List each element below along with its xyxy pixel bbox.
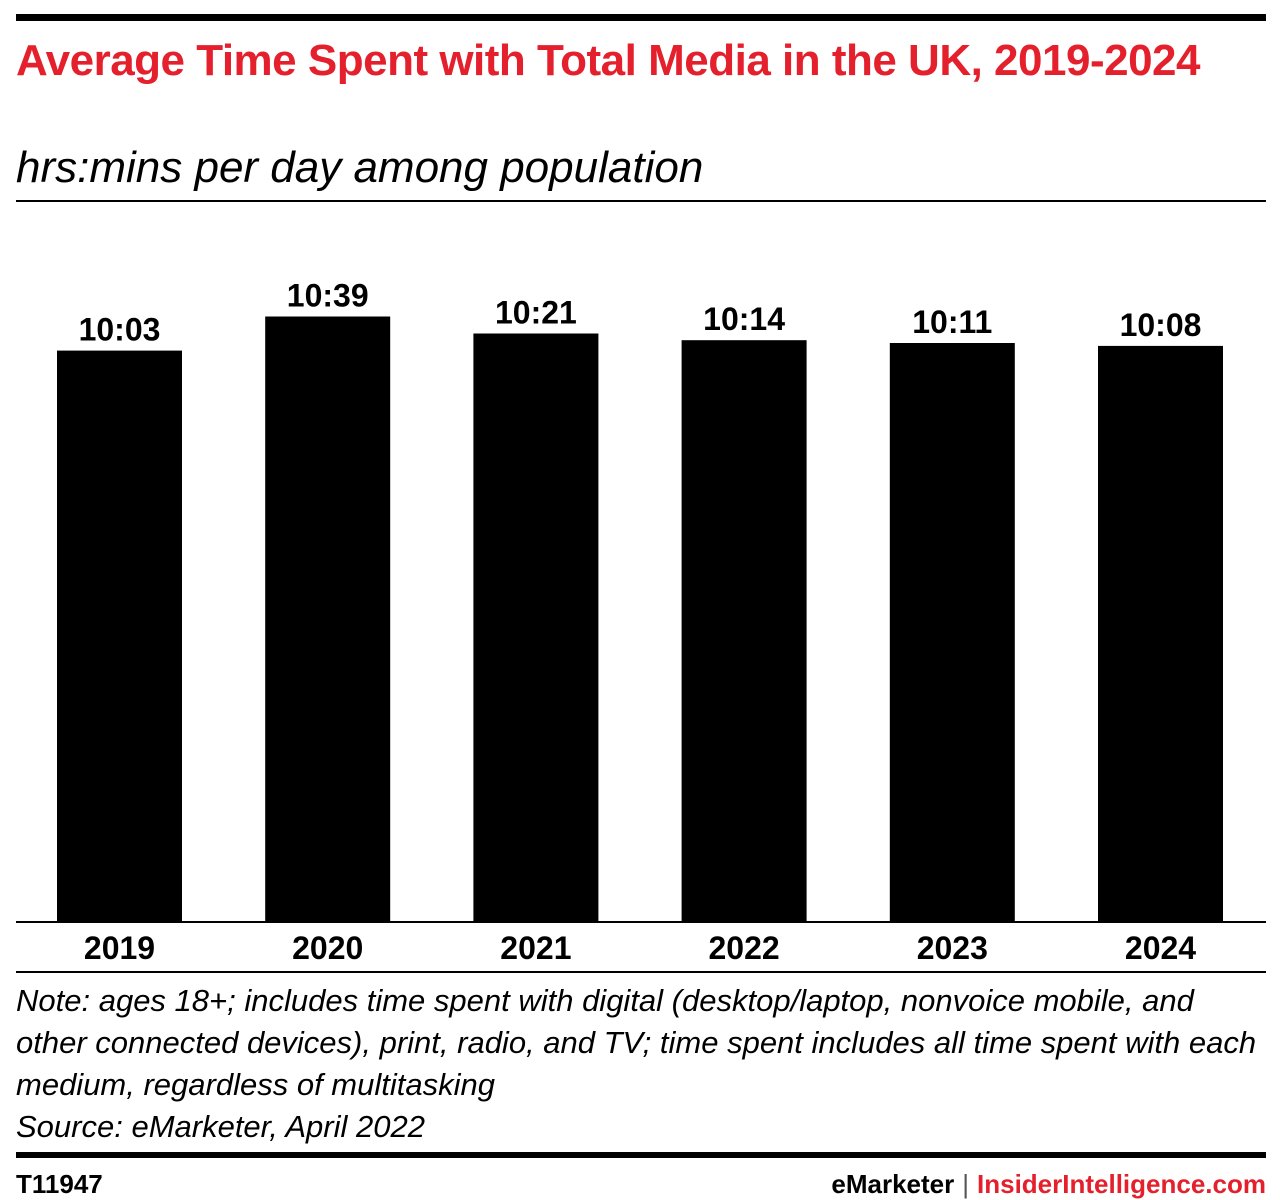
bar-chart: 10:03 2019 10:39 2020 10:21 2021 10:14 2022 10:1… [16, 278, 1266, 973]
x-tick-label-2021: 2021 [500, 930, 571, 966]
data-label-2020: 10:39 [287, 278, 369, 314]
data-label-2021: 10:21 [495, 295, 577, 331]
x-tick-label-2024: 2024 [1125, 930, 1196, 966]
header-divider [16, 200, 1266, 202]
brand-insider-intelligence-link[interactable]: InsiderIntelligence.com [977, 1169, 1266, 1199]
chart-subtitle: hrs:mins per day among population [16, 143, 704, 192]
bar-2023 [889, 343, 1015, 922]
bottom-rule [16, 1152, 1266, 1158]
bar-2021 [473, 333, 599, 922]
footnote-note: Note: ages 18+; includes time spent with… [16, 983, 1257, 1102]
data-label-2019: 10:03 [79, 312, 161, 348]
chart-title: Average Time Spent with Total Media in t… [16, 36, 1200, 85]
footnote-source: Source: eMarketer, April 2022 [16, 1109, 425, 1144]
chart-id: T11947 [16, 1169, 103, 1199]
footer-brand: eMarketer | InsiderIntelligence.com [831, 1168, 1266, 1200]
x-tick-label-2022: 2022 [709, 930, 780, 966]
top-rule [16, 14, 1266, 21]
brand-separator: | [962, 1169, 970, 1199]
x-tick-label-2019: 2019 [84, 930, 155, 966]
bar-2024 [1098, 345, 1223, 922]
data-label-2023: 10:11 [912, 304, 992, 340]
x-tick-label-2020: 2020 [292, 930, 363, 966]
bar-2022 [681, 340, 807, 922]
x-tick-label-2023: 2023 [917, 930, 988, 966]
data-label-2022: 10:14 [703, 301, 785, 337]
footnote: Note: ages 18+; includes time spent with… [16, 980, 1266, 1148]
bar-2020 [265, 316, 391, 922]
data-label-2024: 10:08 [1120, 307, 1202, 343]
brand-emarketer: eMarketer [831, 1169, 955, 1199]
bar-2019 [57, 350, 182, 923]
